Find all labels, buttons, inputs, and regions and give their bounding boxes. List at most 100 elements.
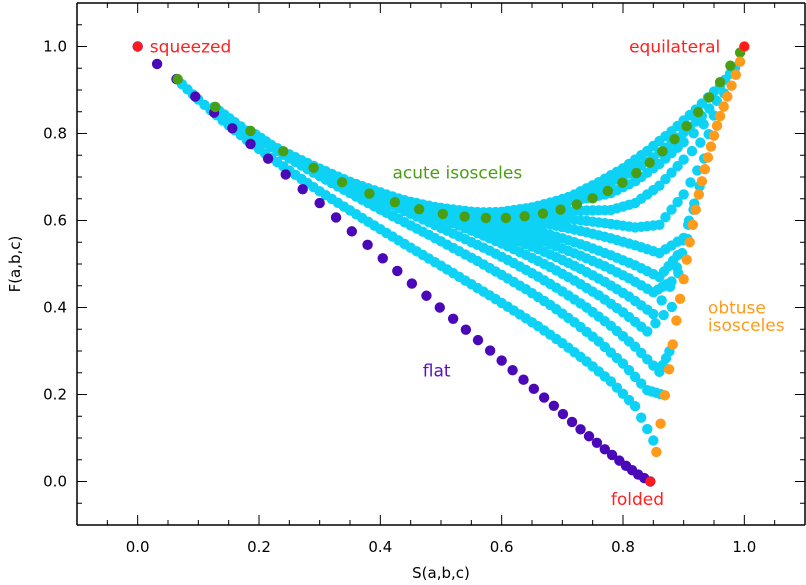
obtuse-point — [667, 339, 678, 350]
interior-point — [654, 219, 665, 231]
obtuse-point — [687, 219, 698, 231]
interior-point — [666, 301, 678, 313]
annotation-label: flat — [423, 362, 451, 382]
special-point — [739, 41, 750, 52]
interior-point — [678, 154, 689, 165]
acute-point — [308, 162, 319, 174]
flat-point — [421, 290, 432, 301]
flat-point — [507, 364, 518, 376]
obtuse-point — [655, 418, 666, 429]
acute-point — [364, 188, 375, 199]
flat-point — [406, 278, 418, 289]
flat-point — [599, 444, 610, 455]
acute-point — [210, 101, 221, 113]
y-tick-label: 0.0 — [43, 473, 67, 491]
x-tick-label: 0.4 — [368, 538, 392, 556]
y-tick-label: 0.4 — [43, 299, 67, 317]
acute-point — [172, 73, 183, 85]
flat-point — [151, 58, 163, 70]
annotations: squeezed equilateral acute isosceles obtuse… — [150, 38, 785, 510]
obtuse-point — [678, 274, 689, 285]
acute-point — [602, 185, 614, 197]
acute-point — [519, 210, 530, 222]
interior-point — [656, 295, 667, 306]
obtuse-point — [681, 254, 692, 265]
obtuse-point — [674, 293, 686, 304]
acute-point — [278, 146, 289, 157]
interior-point — [648, 435, 659, 446]
flat-point — [262, 153, 274, 164]
interior-point — [666, 276, 677, 287]
acute-point — [703, 92, 715, 103]
annotation-label: obtuse — [708, 299, 766, 319]
x-axis-label: S(a,b,c) — [412, 564, 470, 582]
x-tick-label: 0.8 — [611, 538, 635, 556]
flat-point — [548, 400, 560, 412]
y-tick-label: 0.2 — [43, 386, 67, 404]
interior-point — [617, 358, 629, 369]
interior-point — [666, 167, 677, 178]
interior-point — [704, 103, 715, 114]
flat-point — [392, 265, 403, 277]
interior-point — [654, 180, 665, 191]
interior-point — [636, 412, 647, 423]
flat-point — [496, 355, 507, 366]
interior-point — [650, 318, 661, 329]
acute-point — [459, 211, 470, 222]
x-tick-label: 0.6 — [490, 538, 514, 556]
flat-point — [583, 431, 595, 442]
obtuse-point — [651, 446, 662, 458]
obtuse-point — [722, 91, 733, 102]
interior-point — [666, 204, 677, 215]
obtuse-point — [690, 204, 701, 215]
flat-point — [447, 313, 459, 325]
obtuse-point — [702, 152, 714, 163]
flat-point — [472, 334, 484, 346]
flat-point — [484, 345, 496, 356]
interior-point — [686, 145, 698, 157]
annotation-label: equilateral — [629, 38, 720, 58]
annotation-label: squeezed — [150, 38, 232, 58]
obtuse-point — [734, 56, 746, 67]
acute-point — [657, 146, 668, 157]
acute-point — [725, 60, 736, 71]
acute-point — [644, 157, 655, 168]
interior-point — [672, 196, 683, 208]
flat-point — [518, 374, 529, 385]
interior-point — [636, 378, 647, 389]
obtuse-point — [696, 176, 708, 187]
obtuse-point — [708, 130, 720, 141]
acute-point — [631, 167, 642, 179]
obtuse-point — [726, 80, 737, 91]
flat-point — [330, 212, 342, 223]
acute-point — [693, 106, 704, 118]
acute-point — [587, 193, 598, 204]
series-points — [132, 41, 750, 487]
interior-point — [695, 137, 706, 148]
special-point — [645, 476, 656, 487]
obtuse-point — [684, 237, 695, 248]
interior-point — [642, 423, 653, 435]
acute-point — [617, 177, 628, 188]
interior-point — [648, 308, 659, 320]
interior-point — [629, 371, 641, 383]
acute-point — [437, 208, 449, 220]
obtuse-point — [693, 189, 705, 200]
interior-point — [672, 160, 683, 172]
flat-point — [528, 383, 540, 395]
annotation-label: acute isosceles — [392, 164, 522, 184]
obtuse-point — [659, 390, 671, 401]
x-tick-label: 1.0 — [732, 538, 756, 556]
flat-point — [566, 416, 578, 428]
acute-point — [537, 208, 549, 219]
interior-point — [685, 177, 696, 188]
flat-point — [538, 392, 550, 403]
flat-point — [377, 253, 388, 264]
y-tick-label: 0.6 — [43, 212, 67, 230]
flat-point — [557, 408, 569, 420]
flat-point — [362, 239, 373, 251]
acute-point — [245, 125, 256, 137]
interior-point — [698, 119, 709, 130]
